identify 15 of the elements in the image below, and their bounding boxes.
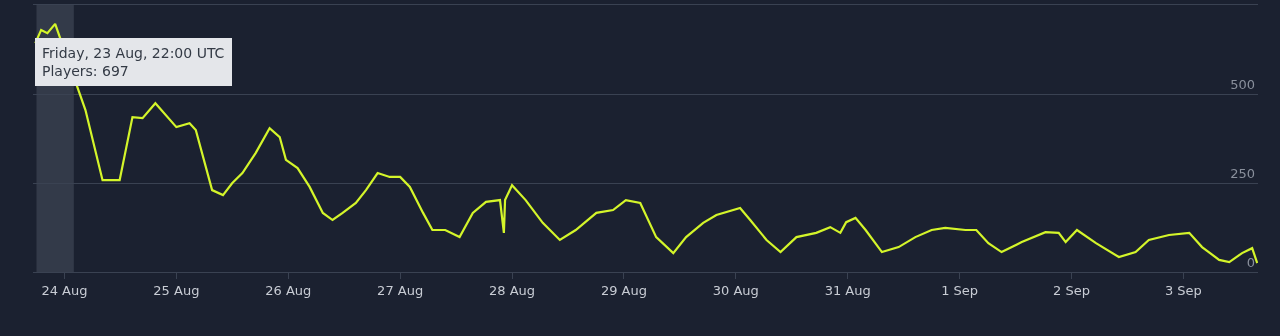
x-tick-label: 28 Aug: [489, 282, 536, 298]
x-tick-label: 26 Aug: [265, 282, 312, 298]
x-tick-label: 24 Aug: [41, 282, 88, 298]
x-tick-label: 1 Sep: [941, 282, 979, 298]
x-tick-label: 3 Sep: [1164, 282, 1202, 298]
x-tick-label: 30 Aug: [712, 282, 759, 298]
x-tick-label: 27 Aug: [377, 282, 424, 298]
x-tick-label: 25 Aug: [153, 282, 200, 298]
x-tick-label: 31 Aug: [824, 282, 871, 298]
x-tick-label: 2 Sep: [1053, 282, 1090, 298]
annotation: Friday, 23 Aug, 22:00 UTC Players: 697: [42, 45, 225, 80]
y-tick-label: 250: [1230, 166, 1255, 182]
x-tick-label: 29 Aug: [600, 282, 647, 298]
y-tick-label: 500: [1230, 77, 1255, 93]
y-tick-label: 0: [1246, 255, 1255, 271]
